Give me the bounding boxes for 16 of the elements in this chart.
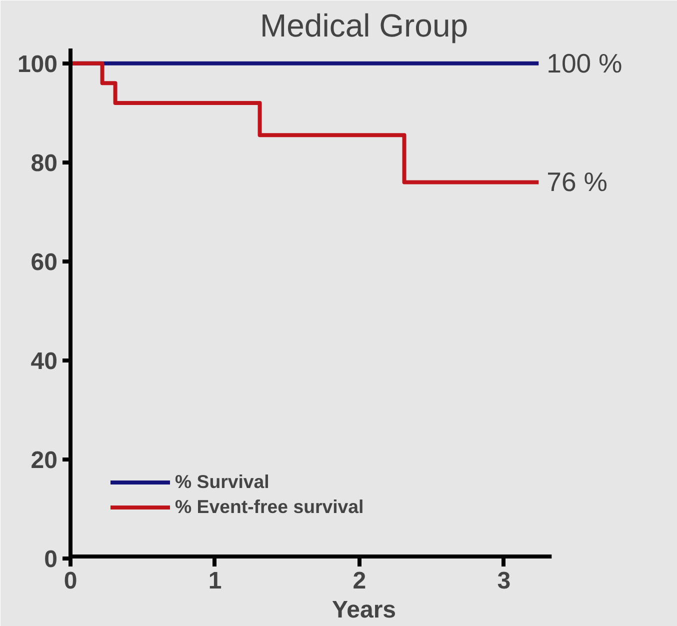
x-axis-title: Years bbox=[332, 596, 396, 624]
x-tick-label: 1 bbox=[208, 568, 222, 594]
legend-label: % Survival bbox=[175, 471, 270, 493]
x-tick-label: 3 bbox=[497, 568, 511, 594]
y-tick-label: 0 bbox=[44, 546, 58, 573]
annotation: 76 % bbox=[546, 167, 608, 198]
y-tick-label: 60 bbox=[30, 248, 58, 276]
x-tick-label: 2 bbox=[352, 568, 366, 594]
y-tick-label: 80 bbox=[30, 150, 58, 177]
y-tick-label: 20 bbox=[30, 446, 58, 474]
x-tick-label: 0 bbox=[64, 568, 78, 594]
chart-title: Medical Group bbox=[260, 8, 468, 44]
legend-label: % Event-free survival bbox=[175, 496, 364, 518]
y-tick-label: 100 bbox=[17, 50, 58, 78]
annotation: 100 % bbox=[546, 48, 622, 78]
y-tick-label: 40 bbox=[30, 348, 58, 375]
